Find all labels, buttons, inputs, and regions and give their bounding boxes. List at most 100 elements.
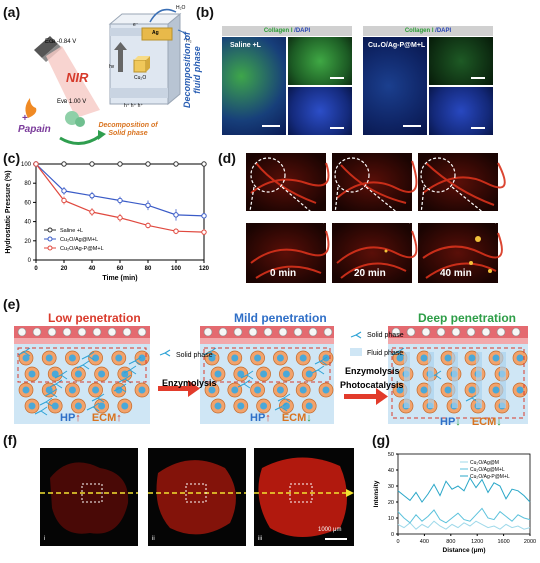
cell-nucleus (282, 370, 290, 378)
slice-ii-label: ii (152, 536, 155, 542)
cell-nucleus (305, 370, 313, 378)
cell-nucleus (420, 386, 428, 394)
h2-label: H₂ (186, 38, 192, 44)
x-axis-label: Time (min) (102, 275, 137, 282)
data-point (61, 161, 67, 167)
cell-nucleus (420, 354, 428, 362)
panel-a-label: (a) (3, 4, 21, 20)
fluid-decomp-label: Decomposition of fluid phase (182, 32, 202, 108)
vessel-cell (122, 327, 132, 337)
vessel-lining (14, 338, 150, 344)
vessel-cell (137, 327, 147, 337)
nir-beam (46, 46, 100, 118)
vessel-cell (17, 327, 27, 337)
slice-iii-label: iii (258, 536, 262, 542)
penetration-zone (391, 347, 525, 419)
vessel-cell (218, 327, 228, 337)
series-line (397, 507, 531, 524)
cell-nucleus (74, 370, 82, 378)
d-time-0: 0 min (270, 268, 297, 279)
ecm-fiber (123, 365, 137, 375)
series-line (397, 476, 531, 503)
data-point (201, 229, 207, 235)
vessel-cell (32, 327, 42, 337)
x-tick-label: 80 (145, 266, 152, 272)
step-enzymolysis: Enzymolysis (162, 378, 217, 388)
ecm-fiber (128, 356, 142, 366)
step-photocatalysis: Photocatalysis (340, 380, 404, 390)
vessel-cell (92, 327, 102, 337)
tissue-diagram (14, 326, 150, 424)
cell-nucleus (444, 354, 452, 362)
cell-nucleus (45, 386, 53, 394)
step-enzymolysis-2: Enzymolysis (345, 366, 400, 376)
panel-g-label: (g) (372, 432, 390, 448)
cell-nucleus (276, 354, 284, 362)
y-axis-label: Hydrostatic Pressure (%) (5, 170, 12, 253)
micro-header-right: Collagen I /DAPI (363, 26, 493, 36)
plot-frame (397, 453, 531, 535)
vessel-cell (421, 327, 431, 337)
cell-nucleus (98, 402, 106, 410)
cell-nucleus (322, 386, 330, 394)
cell-nucleus (468, 386, 476, 394)
ecm-fiber (240, 370, 254, 380)
cell-nucleus (299, 386, 307, 394)
cell-nucleus (68, 386, 76, 394)
ecm-fiber (91, 393, 105, 403)
panel-c-label: (c) (3, 150, 21, 166)
micro-cuo-merge (363, 37, 427, 135)
cell-nucleus (260, 402, 268, 410)
data-point (117, 197, 123, 204)
cell-nucleus (45, 354, 53, 362)
data-point (145, 202, 151, 208)
cell-nucleus (51, 402, 59, 410)
flame-icon (25, 98, 37, 118)
slice-i-label: i (44, 536, 46, 542)
y-tick-label: 40 (24, 220, 31, 226)
papain-label: Papain (18, 124, 51, 135)
tissue-diagrams (14, 326, 528, 424)
panel-e-label: (e) (3, 296, 21, 312)
panel-d-label: (d) (218, 150, 236, 166)
data-point (89, 209, 95, 215)
panel-d-images (246, 153, 506, 283)
legend-label: Cu₂O/Ag-P@M+L (60, 246, 104, 252)
ecm-fiber (203, 347, 217, 357)
data-point (145, 222, 151, 229)
electron-label: e⁻ (133, 22, 139, 28)
penetration-channel (428, 352, 434, 408)
cell-nucleus (138, 386, 146, 394)
cell-nucleus (28, 402, 36, 410)
data-point (89, 192, 95, 199)
ecm-fiber (86, 402, 100, 412)
ecm-fiber (391, 347, 405, 357)
cell-nucleus (444, 386, 452, 394)
cell-nucleus (305, 402, 313, 410)
ecm-fiber (76, 360, 90, 370)
solid-phase-icon-2 (350, 331, 362, 339)
vessel-cell (62, 327, 72, 337)
enzyme-icon (65, 111, 85, 127)
arrow-shaft-2 (344, 394, 378, 399)
cell-nucleus (138, 354, 146, 362)
cell-nucleus (396, 354, 404, 362)
ecm-fiber (44, 388, 58, 398)
data-point (201, 161, 207, 167)
cell-nucleus (22, 354, 30, 362)
title-mild: Mild penetration (234, 311, 327, 325)
ecm-fiber (237, 379, 251, 389)
cell-nucleus (276, 386, 284, 394)
micro-saline-merge (222, 37, 286, 135)
vessel-lining (388, 338, 528, 344)
micro-header-left: Collagen I /DAPI (222, 26, 352, 36)
data-point (33, 161, 39, 167)
cell-nucleus (468, 354, 476, 362)
micro-saline-collagen (288, 37, 352, 85)
ecm-fiber (54, 370, 68, 380)
tissue-diagram (200, 326, 334, 424)
penetration-channel (404, 352, 410, 408)
cell-nucleus (231, 386, 239, 394)
tissue-diagram (388, 326, 528, 424)
cell-nucleus (115, 354, 123, 362)
